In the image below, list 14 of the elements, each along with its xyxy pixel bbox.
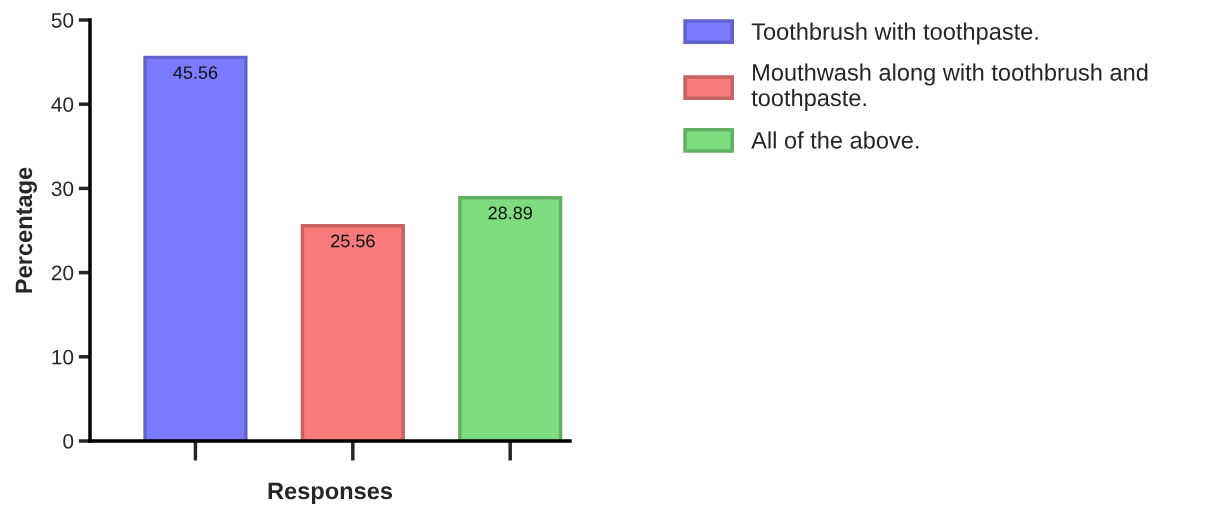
legend-label: Mouthwash along with toothbrush and toothpaste. (751, 63, 1148, 111)
y-tick-label: 30 (51, 181, 74, 197)
y-tick-label: 40 (51, 97, 74, 112)
data-label: 25.56 (331, 234, 375, 248)
y-axis-title: Percentage (15, 167, 37, 293)
y-tick-label: 50 (51, 13, 74, 28)
x-axis-title: Responses (268, 482, 393, 504)
legend-label: All of the above. (751, 131, 919, 149)
y-tick-label: 10 (52, 349, 74, 365)
data-label: 28.89 (488, 206, 532, 220)
data-label: 45.56 (173, 66, 218, 79)
legend-label: Toothbrush with toothpaste. (751, 22, 1038, 45)
y-tick-label: 0 (63, 434, 74, 449)
y-tick-label: 20 (51, 265, 74, 281)
